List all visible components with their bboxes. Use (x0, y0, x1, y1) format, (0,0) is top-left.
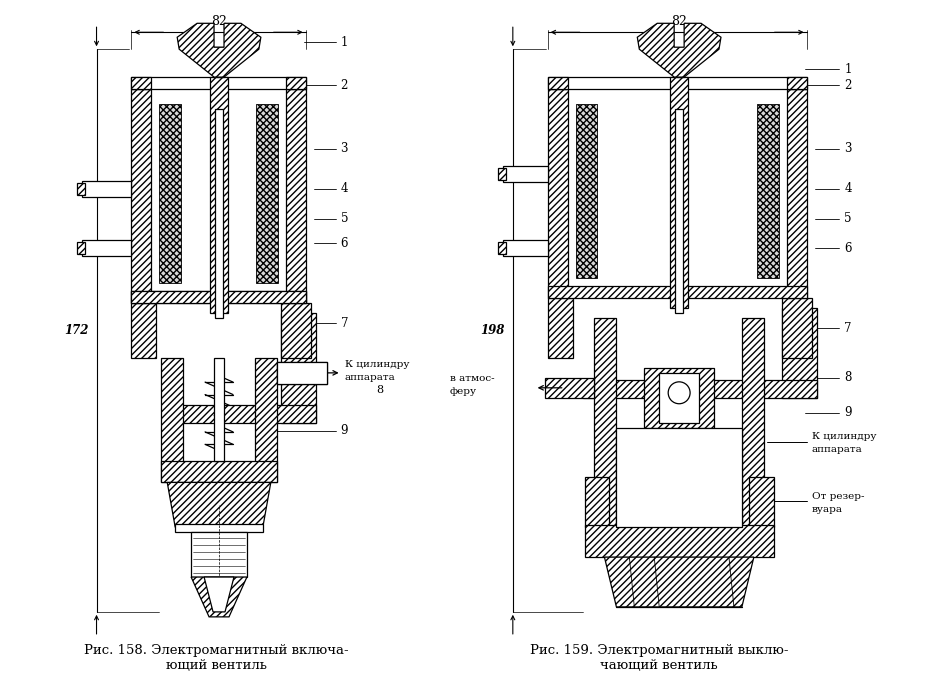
Bar (214, 358, 224, 460)
Text: К цилиндру: К цилиндру (344, 361, 409, 370)
Text: 4: 4 (341, 182, 348, 195)
Bar (280, 303, 311, 358)
Bar (576, 104, 598, 278)
Text: 7: 7 (341, 317, 348, 330)
Polygon shape (191, 577, 247, 617)
Text: 8: 8 (844, 372, 852, 385)
Bar (548, 77, 567, 89)
Bar (132, 89, 152, 303)
Bar (175, 525, 263, 532)
Text: 3: 3 (341, 142, 348, 155)
Bar (191, 532, 247, 577)
Bar (214, 47, 224, 77)
Text: 5: 5 (341, 212, 348, 225)
Bar (548, 298, 572, 358)
Bar (616, 428, 742, 527)
Bar (675, 109, 683, 313)
Bar (82, 240, 132, 256)
Text: 9: 9 (341, 424, 348, 437)
Bar (132, 291, 306, 303)
Polygon shape (637, 23, 721, 77)
Text: в атмос-: в атмос- (450, 374, 495, 383)
Text: чающий вентиль: чающий вентиль (600, 658, 718, 671)
Bar (548, 89, 567, 298)
Text: 9: 9 (844, 406, 852, 419)
Text: ющий вентиль: ющий вентиль (166, 658, 266, 671)
Bar (215, 109, 223, 318)
Bar (132, 77, 152, 89)
Bar (787, 89, 806, 298)
Bar (132, 77, 306, 89)
Bar (584, 477, 610, 527)
Text: 82: 82 (671, 15, 687, 28)
Bar (280, 313, 315, 423)
Bar (286, 77, 306, 89)
Bar (161, 358, 183, 482)
Bar (545, 378, 595, 398)
Bar (277, 362, 327, 384)
Text: 2: 2 (341, 79, 348, 92)
Bar (548, 77, 806, 89)
Polygon shape (177, 23, 261, 77)
Text: Рис. 159. Электромагнитный выклю-: Рис. 159. Электромагнитный выклю- (530, 644, 789, 657)
Bar (256, 104, 278, 283)
Polygon shape (604, 557, 754, 607)
Bar (782, 298, 811, 358)
Bar (132, 303, 156, 358)
Polygon shape (204, 577, 234, 612)
Bar (595, 318, 616, 527)
Bar (76, 182, 85, 195)
Text: феру: феру (450, 387, 477, 396)
Bar (782, 308, 817, 398)
Bar (502, 166, 548, 182)
Bar (674, 49, 684, 77)
Text: К цилиндру: К цилиндру (811, 432, 876, 441)
Bar (787, 77, 806, 89)
Bar (255, 358, 277, 482)
Bar (502, 240, 548, 256)
Text: 1: 1 (341, 36, 348, 48)
Bar (286, 89, 306, 303)
Bar (749, 477, 774, 527)
Bar (498, 242, 506, 254)
Bar (645, 368, 714, 428)
Bar (670, 77, 688, 308)
Text: 2: 2 (844, 79, 852, 92)
Text: 4: 4 (844, 182, 852, 195)
Bar (548, 286, 806, 298)
Text: вуара: вуара (811, 505, 842, 514)
Bar (757, 104, 779, 278)
Text: 82: 82 (211, 15, 227, 28)
Bar (582, 380, 817, 398)
Circle shape (668, 382, 690, 404)
Bar (161, 460, 277, 482)
Text: Рис. 158. Электромагнитный включа-: Рис. 158. Электромагнитный включа- (84, 644, 348, 657)
Text: аппарата: аппарата (344, 374, 395, 382)
Text: 7: 7 (844, 322, 852, 335)
Text: 198: 198 (481, 324, 505, 337)
Text: 8: 8 (376, 385, 384, 395)
Bar (584, 525, 774, 557)
Text: 6: 6 (341, 237, 348, 250)
Bar (210, 77, 228, 313)
Text: От резер-: От резер- (811, 492, 864, 501)
Text: аппарата: аппарата (811, 445, 862, 454)
Bar (159, 104, 182, 283)
Bar (82, 181, 132, 197)
Polygon shape (167, 482, 271, 527)
Bar (660, 373, 699, 423)
Text: 5: 5 (844, 212, 852, 225)
Bar (742, 318, 764, 527)
Bar (498, 168, 506, 180)
Text: 6: 6 (844, 242, 852, 255)
Bar (132, 291, 306, 303)
Bar (76, 242, 85, 254)
Text: 3: 3 (844, 142, 852, 155)
Text: 172: 172 (64, 324, 88, 337)
Bar (277, 362, 327, 384)
Text: 1: 1 (844, 63, 852, 76)
Bar (171, 405, 315, 423)
